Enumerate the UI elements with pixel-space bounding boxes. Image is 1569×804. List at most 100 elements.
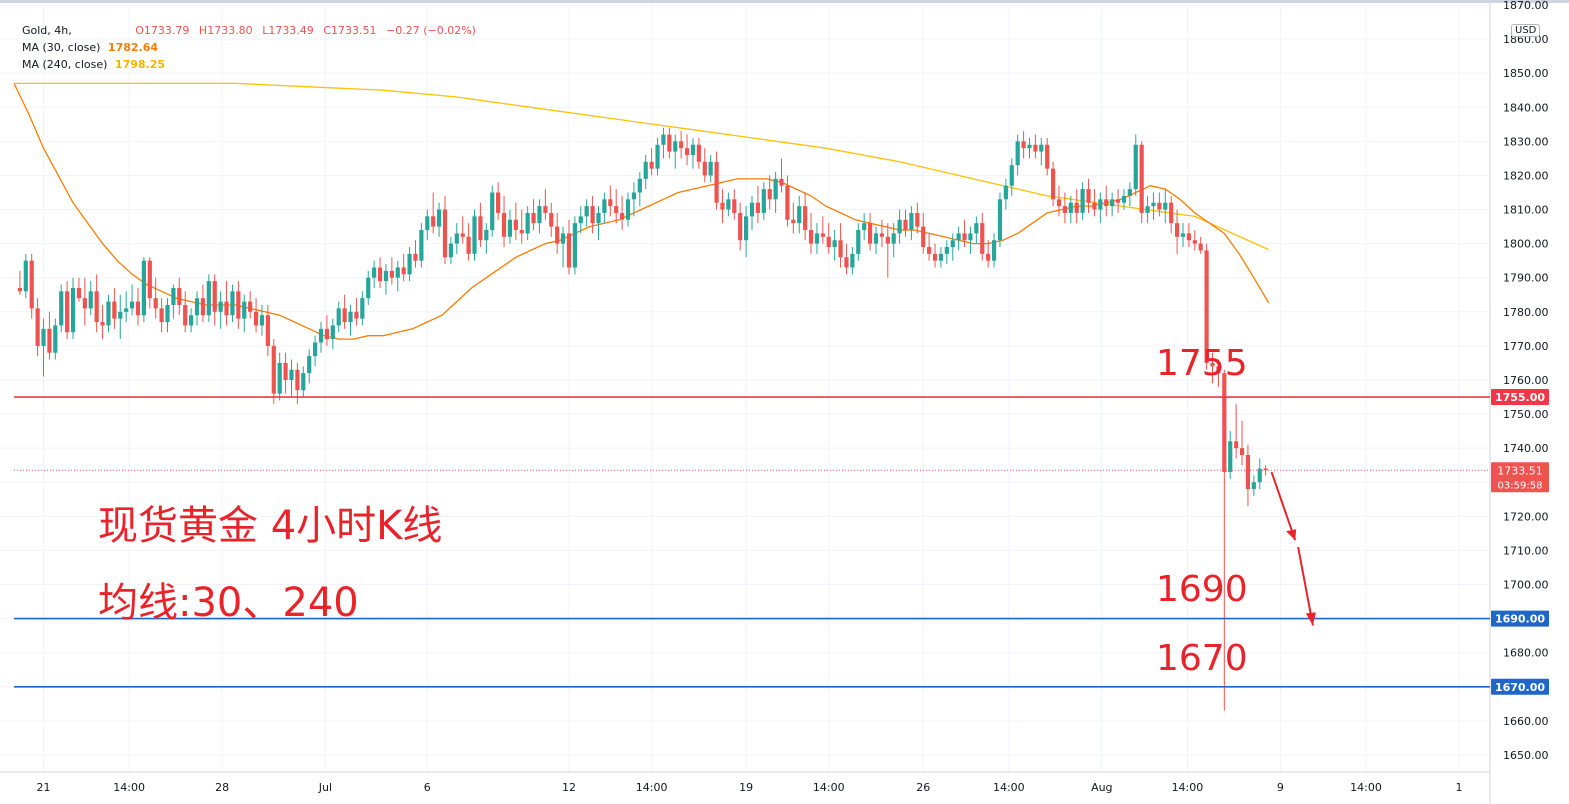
candle-body (566, 233, 572, 268)
candle-body (1127, 189, 1132, 196)
annotation-level-1670: 1670 (1156, 638, 1248, 679)
candle-body (218, 301, 223, 312)
candle-body (767, 189, 772, 200)
x-tick-label: 14:00 (993, 781, 1025, 794)
candle-body (749, 202, 755, 217)
candle-body (1251, 482, 1256, 490)
candle-body (684, 148, 690, 155)
candle-body (921, 226, 926, 248)
candle-body (354, 311, 359, 319)
candle-body (850, 253, 855, 268)
candle-body (643, 161, 648, 179)
candle-body (472, 216, 477, 254)
y-tick-label: 1720.00 (1503, 510, 1549, 523)
legend-ma240-label: MA (240, close) (22, 58, 108, 71)
legend-symbol[interactable]: Gold, 4h, (22, 24, 72, 37)
candle-body (70, 287, 76, 333)
candle-body (915, 212, 920, 227)
last-price-tag (1491, 462, 1549, 493)
candle-body (348, 311, 353, 323)
y-tick-label: 1680.00 (1503, 647, 1549, 660)
level-price-tag (1491, 678, 1549, 695)
x-tick-label: 1 (1456, 781, 1463, 794)
x-tick-label: 12 (562, 781, 576, 794)
candle-body (1174, 223, 1180, 237)
candle-body (336, 308, 341, 326)
candle-body (189, 315, 194, 326)
candle-body (596, 212, 601, 224)
candle-body (1222, 373, 1227, 473)
legend-ma240-row[interactable]: MA (240, close) 1798.25 (22, 56, 482, 73)
legend-ma30-row[interactable]: MA (30, close) 1782.64 (22, 39, 482, 56)
candle-body (1027, 144, 1032, 149)
candle-body (242, 301, 247, 319)
legend-symbol-row: Gold, 4h, O1733.79 H1733.80 L1733.49 C17… (22, 22, 482, 39)
candle-body (625, 199, 631, 220)
candle-body (944, 247, 949, 254)
candle-body (401, 267, 406, 275)
candle-body (76, 287, 82, 299)
candle-body (897, 219, 902, 234)
candle-body (496, 192, 501, 213)
candle-body (147, 260, 152, 299)
candle-body (950, 240, 955, 248)
candle-body (572, 223, 577, 268)
candle-body (484, 229, 489, 241)
candle-body (1033, 144, 1038, 152)
ma30-line (13, 83, 1270, 340)
candle-body (614, 206, 619, 213)
candle-body (53, 325, 58, 353)
candle-body (94, 291, 99, 323)
candle-body (318, 328, 324, 343)
legend-close: C1733.51 (323, 24, 377, 37)
candle-body (65, 291, 70, 333)
candle-body (608, 199, 613, 207)
y-tick-label: 1700.00 (1503, 579, 1549, 592)
x-tick-label: 9 (1277, 781, 1284, 794)
candle-body (1115, 199, 1121, 203)
candle-body (236, 291, 241, 319)
candle-body (879, 233, 884, 237)
candle-body (927, 247, 932, 254)
candle-body (584, 206, 589, 217)
candle-body (761, 189, 766, 213)
candle-body (118, 311, 123, 319)
candle-body (135, 301, 141, 316)
candle-body (200, 298, 206, 316)
candle-body (330, 325, 335, 340)
candle-body (1021, 141, 1026, 149)
trend-arrow-head (1286, 529, 1297, 541)
candle-body (637, 178, 642, 193)
x-tick-label: 14:00 (1172, 781, 1204, 794)
candle-body (1121, 195, 1127, 203)
candle-body (602, 199, 607, 213)
candle-body (389, 270, 394, 278)
ma240-line (14, 82, 1269, 251)
trend-arrow-segment (1297, 546, 1314, 626)
currency-badge[interactable]: USD (1511, 24, 1541, 37)
candle-body (100, 322, 105, 326)
candle-body (696, 144, 701, 162)
candle-body (1198, 243, 1203, 251)
candle-body (826, 236, 831, 248)
candle-body (419, 229, 424, 261)
legend-low: L1733.49 (262, 24, 314, 37)
candle-body (1239, 448, 1245, 455)
candle-body (1133, 144, 1138, 190)
y-tick-label: 1840.00 (1503, 101, 1549, 114)
y-tick-label: 1870.00 (1503, 0, 1549, 12)
candle-body (909, 212, 914, 230)
y-tick-label: 1650.00 (1503, 749, 1549, 762)
candle-body (47, 328, 52, 353)
x-tick-label: 6 (424, 781, 431, 794)
candle-body (23, 260, 28, 292)
candle-body (29, 260, 34, 309)
candle-body (974, 223, 979, 234)
candle-body (661, 134, 666, 145)
candle-body (383, 270, 389, 282)
candle-body (986, 253, 991, 261)
y-tick-label: 1750.00 (1503, 408, 1549, 421)
candle-body (932, 253, 938, 261)
